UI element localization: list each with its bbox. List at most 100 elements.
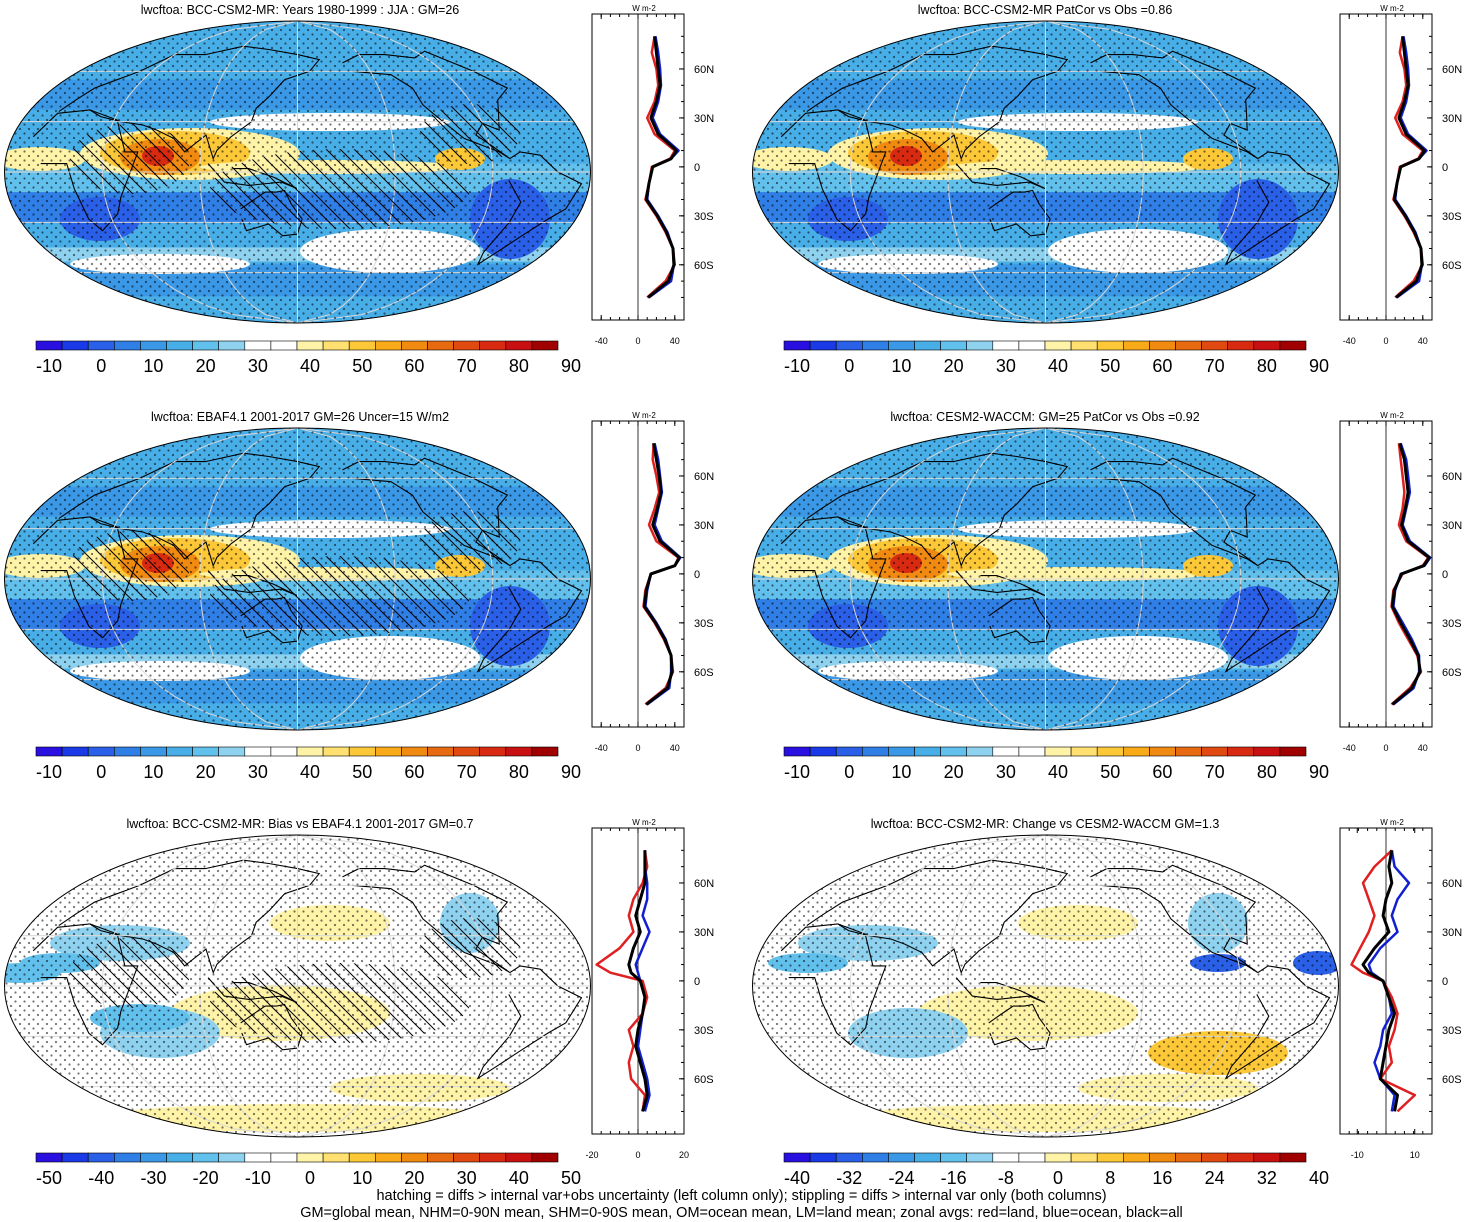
zonal-series-all	[627, 850, 649, 1112]
colorbar-swatch	[531, 1152, 559, 1163]
colorbar-swatch	[1149, 340, 1176, 351]
colorbar-swatch	[479, 340, 507, 351]
colorbar-label: 60	[404, 356, 424, 376]
colorbar-swatch	[244, 746, 272, 757]
colorbar-swatch	[61, 1152, 89, 1163]
colorbar-swatch	[401, 1152, 428, 1163]
colorbar-swatch	[166, 746, 193, 757]
colorbar-swatch	[296, 340, 324, 351]
panel-title-cesm-clim: lwcftoa: CESM2-WACCM: GM=25 PatCor vs Ob…	[890, 410, 1200, 424]
colorbar-label: 20	[196, 356, 216, 376]
colorbar-swatch	[348, 746, 376, 757]
colorbar-label: 10	[143, 762, 163, 782]
colorbar-label: -20	[193, 1168, 219, 1188]
zonal-lat-label: 30N	[1442, 927, 1462, 939]
colorbar-swatch	[322, 1152, 350, 1163]
zonal-lat-label: 0	[1442, 569, 1448, 581]
colorbar-swatch	[374, 340, 402, 351]
colorbar-label: -30	[140, 1168, 166, 1188]
colorbar-swatch	[1227, 340, 1255, 351]
colorbar-swatch	[940, 1152, 968, 1163]
colorbar-swatch	[270, 1152, 298, 1163]
colorbar-label: -16	[941, 1168, 967, 1188]
panel-title-model-clim: lwcftoa: BCC-CSM2-MR: Years 1980-1999 : …	[140, 3, 460, 17]
zonal-series-all	[1390, 442, 1431, 706]
colorbar-swatch	[348, 340, 376, 351]
colorbar-label: 10	[891, 356, 911, 376]
colorbar-label: -10	[784, 356, 810, 376]
zonal-x-tick-label: 40	[1418, 743, 1428, 753]
zonal-series-all	[1361, 850, 1399, 1112]
zonal-lat-label: 30N	[694, 520, 714, 532]
zonal-lat-label: 30S	[694, 211, 714, 223]
zonal-lat-label: 60N	[1442, 64, 1462, 76]
map-model-patcor	[752, 20, 1339, 324]
colorbar-label: 90	[1309, 762, 1329, 782]
colorbar-label: -32	[836, 1168, 862, 1188]
colorbar-swatch	[427, 1152, 454, 1163]
colorbar-label: 16	[1152, 1168, 1172, 1188]
footer-line-2: GM=global mean, NHM=0-90N mean, SHM=0-90…	[300, 1205, 1183, 1221]
colorbar-swatch	[35, 340, 63, 351]
zonal-lat-label: 30S	[1442, 211, 1462, 223]
colorbar-swatch	[1122, 746, 1150, 757]
zonal-lat-label: 60S	[694, 260, 714, 272]
colorbar-swatch	[1096, 746, 1124, 757]
colorbar-swatch	[192, 340, 220, 351]
colorbar-swatch	[505, 1152, 533, 1163]
colorbar-swatch	[322, 746, 350, 757]
colorbar-swatch	[1279, 340, 1307, 351]
colorbar-swatch	[35, 746, 63, 757]
colorbar-label: 50	[1100, 356, 1120, 376]
colorbar-model-clim: -10 0 10 20 30 40 50 60 70 80 90	[35, 340, 581, 376]
colorbar-swatch	[401, 340, 428, 351]
colorbar-label: 50	[1100, 762, 1120, 782]
zonal-lat-label: 60N	[1442, 471, 1462, 483]
colorbar-swatch	[888, 746, 915, 757]
colorbar-swatch	[1175, 746, 1202, 757]
panel-title-obs-clim: lwcftoa: EBAF4.1 2001-2017 GM=26 Uncer=1…	[150, 410, 450, 424]
colorbar-swatch	[862, 1152, 889, 1163]
colorbar-swatch	[1253, 1152, 1281, 1163]
colorbar-swatch	[1201, 746, 1229, 757]
colorbar-swatch	[1070, 1152, 1098, 1163]
colorbar-swatch	[835, 1152, 863, 1163]
colorbar-swatch	[270, 746, 298, 757]
zonal-series-ocean	[1392, 442, 1432, 706]
colorbar-label: 70	[1205, 356, 1225, 376]
zonal-lat-label: 30S	[694, 618, 714, 630]
zonal-series-all	[1392, 36, 1427, 299]
colorbar-label: 0	[844, 762, 854, 782]
zonal-lat-label: 0	[694, 569, 700, 581]
colorbar-label: 70	[457, 762, 477, 782]
colorbar-label: 50	[561, 1168, 581, 1188]
zonal-unit-label: W m-2	[1380, 411, 1404, 420]
colorbar-swatch	[940, 746, 968, 757]
colorbar-swatch	[1096, 340, 1124, 351]
zonal-x-tick-label: 0	[635, 743, 640, 753]
colorbar-label: 30	[996, 762, 1016, 782]
colorbar-swatch	[322, 340, 350, 351]
colorbar-swatch	[1096, 1152, 1124, 1163]
colorbar-swatch	[1044, 746, 1072, 757]
colorbar-swatch	[783, 1152, 811, 1163]
zonal-plot-model-clim: W m-2 -40 0 40 60N 30N 0 30S 60S	[591, 4, 714, 346]
colorbar-swatch	[35, 1152, 63, 1163]
colorbar-swatch	[1018, 1152, 1046, 1163]
zonal-lat-label: 60N	[694, 471, 714, 483]
zonal-unit-label: W m-2	[632, 411, 656, 420]
colorbar-label: -40	[784, 1168, 810, 1188]
map-change-cesm	[752, 834, 1339, 1138]
zonal-lat-label: 30N	[694, 927, 714, 939]
zonal-unit-label: W m-2	[632, 4, 656, 13]
zonal-plot-obs-clim: W m-2 -40 0 40 60N 30N 0 30S 60S	[591, 411, 714, 753]
colorbar-model-patcor: -10 0 10 20 30 40 50 60 70 80 90	[783, 340, 1329, 376]
footer-line-1: hatching = diffs > internal var+obs unce…	[376, 1188, 1107, 1204]
zonal-x-tick-label: -20	[585, 1150, 598, 1160]
colorbar-swatch	[505, 340, 533, 351]
colorbar-label: 30	[248, 356, 268, 376]
colorbar-label: 0	[96, 356, 106, 376]
zonal-lat-label: 0	[694, 162, 700, 174]
colorbar-label: 50	[352, 356, 372, 376]
colorbar-swatch	[914, 1152, 941, 1163]
